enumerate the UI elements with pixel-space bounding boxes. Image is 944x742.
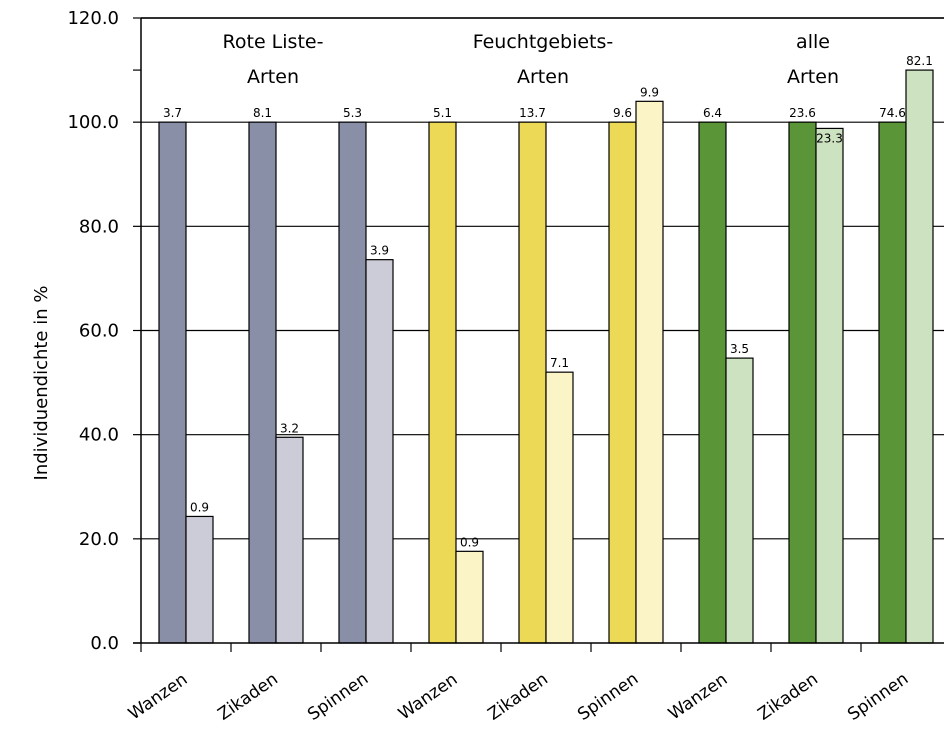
- bar-comparison-label: 3.2: [280, 421, 299, 435]
- bar-reference-label: 6.4: [703, 106, 722, 120]
- group-header-line1: Rote Liste-: [223, 31, 324, 53]
- bar-reference-label: 8.1: [253, 106, 272, 120]
- bar-comparison-label: 3.9: [370, 244, 389, 258]
- y-tick-label: 40.0: [79, 425, 119, 446]
- bar-comparison: [905, 69, 934, 644]
- bar-comparison-label: 0.9: [460, 535, 479, 549]
- group-header-line1: alle: [796, 31, 830, 53]
- x-tick-label: Spinnen: [844, 669, 912, 725]
- x-tick-label: Spinnen: [574, 669, 642, 725]
- bar-reference: [158, 121, 187, 644]
- bar-reference: [788, 121, 817, 644]
- bar-comparison: [455, 550, 484, 644]
- y-tick-label: 0.0: [90, 633, 119, 654]
- bar-comparison: [365, 259, 394, 644]
- bar-comparison: [275, 436, 304, 644]
- bar-comparison: [815, 127, 844, 644]
- bar-comparison-label: 23.3: [816, 131, 843, 145]
- x-tick-label: Wanzen: [665, 669, 731, 724]
- bar-comparison: [725, 357, 754, 644]
- bar-reference: [878, 121, 907, 644]
- group-header-line1: Feuchtgebiets-: [473, 31, 614, 53]
- y-axis-title: Individuendichte in %: [31, 286, 52, 481]
- bars: [158, 69, 934, 644]
- x-tick-label: Wanzen: [395, 669, 461, 724]
- bar-reference-label: 9.6: [613, 106, 632, 120]
- y-tick-label: 20.0: [79, 529, 119, 550]
- group-header-line2: Arten: [247, 66, 299, 88]
- bar-comparison-label: 3.5: [730, 342, 749, 356]
- y-tick-label: 80.0: [79, 216, 119, 237]
- bar-reference: [428, 121, 457, 644]
- bar-reference: [518, 121, 547, 644]
- x-tick-label: Zikaden: [484, 669, 551, 725]
- x-tick-label: Wanzen: [125, 669, 191, 724]
- bar-comparison: [545, 371, 574, 644]
- bar-reference-label: 23.6: [789, 106, 816, 120]
- bar-reference-label: 3.7: [163, 106, 182, 120]
- bar-comparison-label: 7.1: [550, 356, 569, 370]
- bar-reference: [608, 121, 637, 644]
- bar-reference-label: 5.1: [433, 106, 452, 120]
- x-tick-label: Zikaden: [214, 669, 281, 725]
- y-tick-label: 100.0: [67, 112, 119, 133]
- bar-comparison-label: 82.1: [906, 54, 933, 68]
- group-header-line2: Arten: [787, 66, 839, 88]
- bar-reference: [338, 121, 367, 644]
- bar-reference: [248, 121, 277, 644]
- labels: 3.7 0.9 8.1 3.2 5.3 3.9 5.1 0.9 13.7 7.1 9.6 9.9 6.4…: [163, 31, 933, 549]
- bar-comparison: [635, 100, 664, 644]
- bar-reference-label: 13.7: [519, 106, 546, 120]
- y-tick-label: 60.0: [79, 321, 119, 342]
- bar-reference-label: 74.6: [879, 106, 906, 120]
- bar-comparison: [185, 515, 214, 644]
- x-tick-label: Zikaden: [754, 669, 821, 725]
- bar-comparison-label: 0.9: [190, 500, 209, 514]
- y-tick-label: 120.0: [67, 8, 119, 29]
- x-tick-label: Spinnen: [304, 669, 372, 725]
- bar-comparison-label: 9.9: [640, 85, 659, 99]
- bar-reference: [698, 121, 727, 644]
- group-header-line2: Arten: [517, 66, 569, 88]
- bar-reference-label: 5.3: [343, 106, 362, 120]
